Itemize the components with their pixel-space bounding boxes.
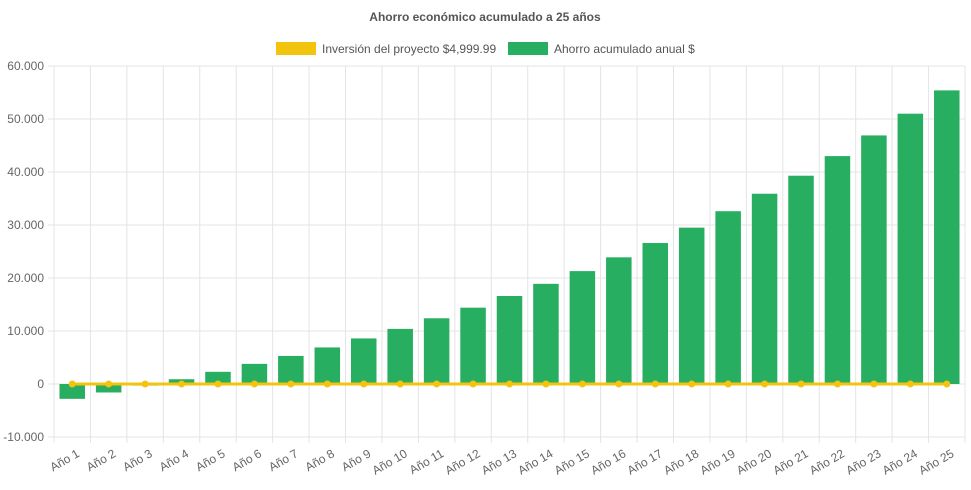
investment-point[interactable] — [833, 380, 841, 388]
chart-title: Ahorro económico acumulado a 25 años — [369, 10, 601, 24]
x-tick-label: Año 6 — [230, 446, 264, 474]
investment-point[interactable] — [615, 380, 623, 388]
investment-point[interactable] — [724, 380, 732, 388]
x-tick-label: Año 8 — [303, 446, 337, 474]
x-tick-label: Año 3 — [120, 446, 154, 474]
x-tick-label: Año 21 — [771, 446, 811, 477]
bar-savings[interactable] — [788, 175, 814, 384]
investment-point[interactable] — [250, 380, 258, 388]
legend-swatch-savings[interactable] — [508, 42, 548, 55]
investment-line-layer — [68, 380, 951, 388]
bar-savings[interactable] — [59, 384, 85, 399]
x-tick-label: Año 5 — [193, 446, 227, 474]
legend: Inversión del proyecto $4,999.99 Ahorro … — [276, 42, 695, 56]
bar-savings[interactable] — [241, 363, 268, 384]
investment-point[interactable] — [433, 380, 441, 388]
y-axis: -10.000 0 10.000 20.000 30.000 40.000 50.000 60… — [3, 59, 54, 444]
investment-point[interactable] — [214, 380, 222, 388]
investment-point[interactable] — [68, 380, 76, 388]
x-tick-label: Año 24 — [880, 446, 920, 477]
investment-point[interactable] — [287, 380, 295, 388]
investment-point[interactable] — [542, 380, 550, 388]
bar-savings[interactable] — [751, 193, 778, 384]
x-tick-label: Año 10 — [370, 446, 410, 477]
x-tick-label: Año 16 — [588, 446, 628, 477]
investment-point[interactable] — [141, 380, 149, 388]
legend-label-investment[interactable]: Inversión del proyecto $4,999.99 — [322, 42, 496, 56]
investment-point[interactable] — [906, 380, 914, 388]
investment-point[interactable] — [761, 380, 769, 388]
x-tick-label: Año 9 — [339, 446, 373, 474]
x-tick-label: Año 23 — [843, 446, 883, 477]
bar-savings[interactable] — [715, 211, 741, 384]
bar-savings[interactable] — [205, 371, 231, 384]
grid — [53, 65, 966, 443]
x-tick-label: Año 19 — [698, 446, 738, 477]
y-tick-label: 30.000 — [7, 218, 44, 232]
bar-savings[interactable] — [533, 283, 559, 384]
bar-savings[interactable] — [678, 227, 705, 384]
y-tick-label: 0 — [37, 377, 44, 391]
bar-savings[interactable] — [314, 347, 341, 384]
x-tick-label: Año 12 — [443, 446, 483, 477]
investment-point[interactable] — [688, 380, 696, 388]
investment-point[interactable] — [651, 380, 659, 388]
x-tick-label: Año 13 — [479, 446, 519, 477]
bar-savings[interactable] — [897, 113, 924, 384]
x-tick-label: Año 11 — [407, 446, 446, 477]
investment-point[interactable] — [178, 380, 186, 388]
bar-savings[interactable] — [423, 318, 450, 384]
bars — [59, 90, 960, 399]
bar-savings[interactable] — [642, 243, 669, 384]
bar-savings[interactable] — [569, 271, 596, 384]
y-tick-label: 10.000 — [7, 324, 44, 338]
investment-point[interactable] — [105, 380, 113, 388]
x-tick-label: Año 14 — [515, 446, 555, 477]
legend-label-savings[interactable]: Ahorro acumulado anual $ — [554, 42, 695, 56]
legend-swatch-investment[interactable] — [276, 42, 316, 55]
x-tick-label: Año 20 — [734, 446, 774, 477]
bar-savings[interactable] — [861, 135, 887, 384]
investment-point[interactable] — [870, 380, 878, 388]
bar-savings[interactable] — [387, 328, 413, 384]
bar-savings[interactable] — [606, 257, 632, 384]
y-tick-label: 40.000 — [7, 165, 44, 179]
y-tick-label: 60.000 — [7, 59, 44, 73]
bar-savings[interactable] — [460, 307, 486, 384]
investment-point[interactable] — [943, 380, 951, 388]
y-tick-label: -10.000 — [3, 430, 44, 444]
investment-point[interactable] — [469, 380, 477, 388]
x-tick-label: Año 7 — [266, 446, 300, 474]
bar-savings[interactable] — [824, 156, 851, 384]
bar-savings[interactable] — [278, 355, 304, 384]
bar-savings[interactable] — [496, 296, 523, 384]
x-tick-label: Año 25 — [916, 446, 956, 477]
investment-point[interactable] — [396, 380, 404, 388]
bar-savings[interactable] — [350, 338, 377, 384]
investment-point[interactable] — [797, 380, 805, 388]
x-tick-label: Año 22 — [807, 446, 847, 477]
x-tick-label: Año 15 — [552, 446, 592, 477]
y-tick-label: 50.000 — [7, 112, 44, 126]
x-tick-label: Año 18 — [661, 446, 701, 477]
x-axis: Año 1 Año 2 Año 3 Año 4 Año 5 Año 6 Año 7 Año 8… — [48, 446, 957, 477]
x-tick-label: Año 2 — [84, 446, 118, 474]
bar-savings[interactable] — [95, 384, 122, 393]
x-tick-label: Año 17 — [625, 446, 665, 477]
investment-point[interactable] — [360, 380, 368, 388]
investment-point[interactable] — [323, 380, 331, 388]
y-tick-label: 20.000 — [7, 271, 44, 285]
x-tick-label: Año 4 — [157, 446, 191, 474]
investment-point[interactable] — [578, 380, 586, 388]
x-tick-label: Año 1 — [48, 446, 82, 474]
investment-point[interactable] — [506, 380, 513, 388]
bar-savings[interactable] — [934, 90, 960, 384]
